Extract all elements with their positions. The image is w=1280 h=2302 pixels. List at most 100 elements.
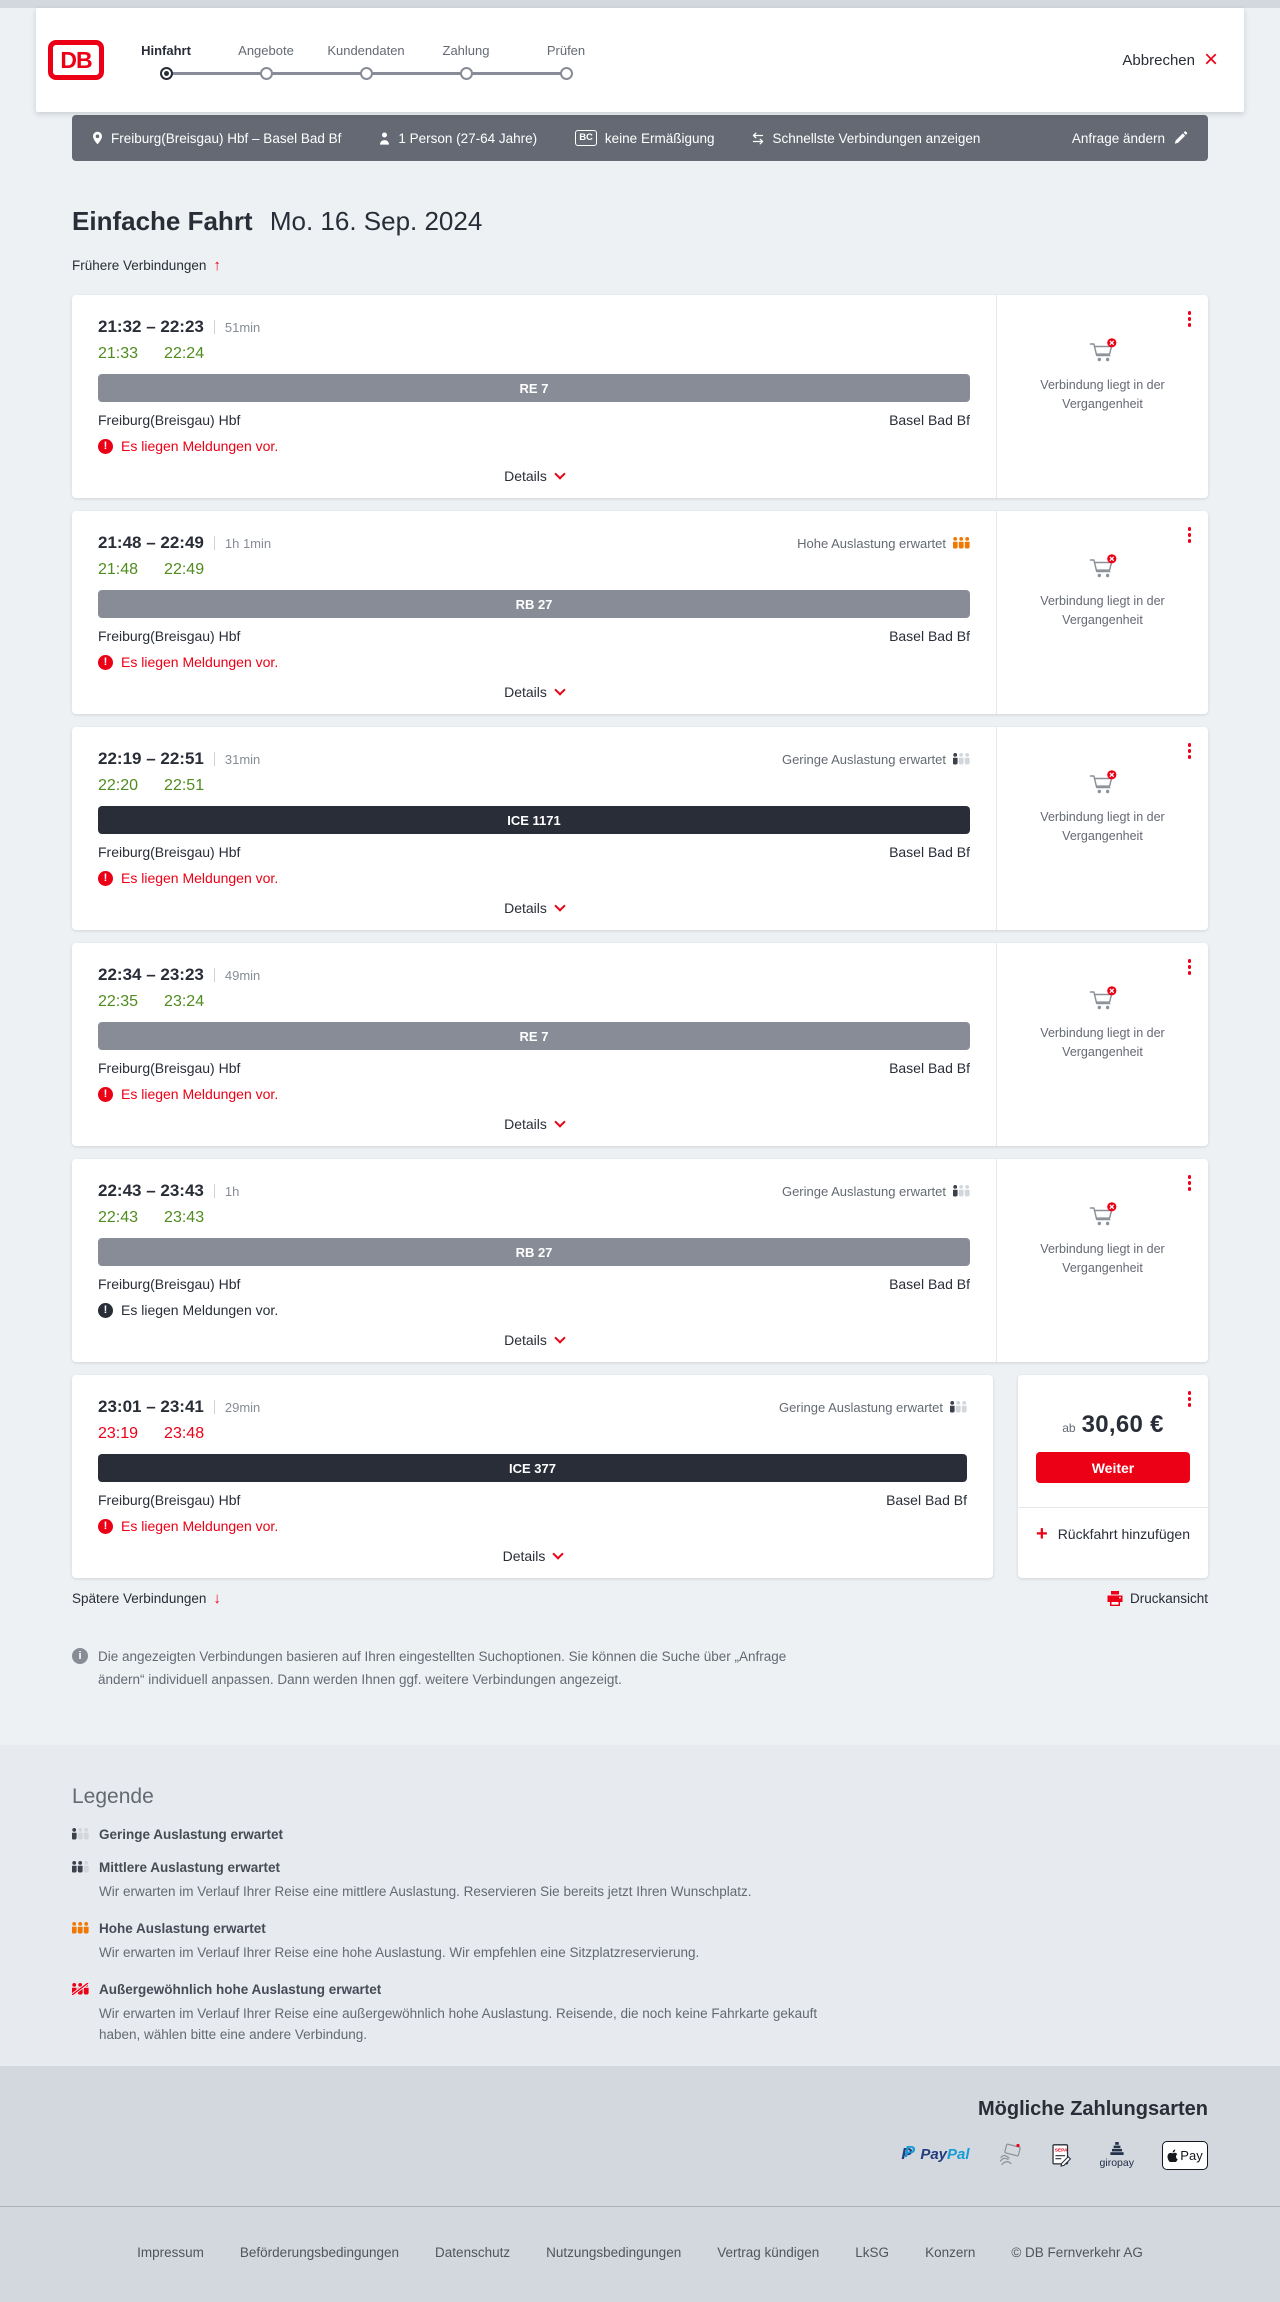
connection-duration: 29min	[224, 1400, 261, 1415]
past-connection-note: Verbindung liegt in der Vergangenheit	[1040, 594, 1165, 627]
sepa-direct-debit-icon: SEPA	[1051, 2143, 1071, 2167]
connection-menu-button[interactable]	[1184, 1171, 1196, 1195]
connection-menu-button[interactable]	[1184, 523, 1196, 547]
footer-link-lksg[interactable]: LkSG	[855, 2244, 890, 2260]
connection-details: 22:43 – 23:43 1h Geringe Auslastung erwa…	[72, 1159, 996, 1362]
credit-card-icon	[999, 2143, 1021, 2166]
details-toggle[interactable]: Details	[504, 1332, 566, 1348]
connection-card-bookable: 23:01 – 23:41 29min Geringe Auslastung e…	[72, 1375, 1208, 1578]
info-note: i Die angezeigten Verbindungen basieren …	[72, 1646, 1208, 1692]
step-label: Hinfahrt	[141, 42, 191, 58]
connection-duration: 31min	[224, 752, 261, 767]
details-toggle[interactable]: Details	[503, 1548, 565, 1564]
footer-link-impressum[interactable]: Impressum	[137, 2244, 204, 2260]
chevron-down-icon	[554, 468, 566, 480]
legend-item-label: Geringe Auslastung erwartet	[99, 1826, 284, 1842]
connection-duration: 1h	[224, 1184, 240, 1199]
realtime-departure: 21:48	[98, 561, 139, 578]
details-label: Details	[504, 1116, 547, 1132]
travel-date: Mo. 16. Sep. 2024	[269, 206, 483, 236]
alert-icon: !	[98, 1086, 113, 1102]
destination-station: Basel Bad Bf	[889, 628, 970, 644]
step-hinfahrt: Hinfahrt	[116, 43, 216, 80]
occupancy-low-icon	[72, 1828, 89, 1840]
cart-unavailable-icon	[1089, 553, 1117, 578]
connection-menu-button[interactable]	[1184, 307, 1196, 331]
details-toggle[interactable]: Details	[504, 468, 566, 484]
connection-duration: 51min	[224, 320, 261, 335]
connection-message: ! Es liegen Meldungen vor.	[98, 1518, 967, 1534]
discount-summary-label: keine Ermäßigung	[604, 130, 715, 146]
realtime-arrival: 22:51	[164, 777, 205, 794]
alert-icon: !	[98, 870, 113, 886]
location-pin-icon	[93, 131, 102, 145]
cart-unavailable-icon	[1089, 985, 1117, 1010]
earlier-connections-button[interactable]: Frühere Verbindungen ↑	[72, 258, 221, 273]
arrow-down-icon: ↓	[213, 1590, 221, 1607]
details-toggle[interactable]: Details	[504, 684, 566, 700]
legend-item: Geringe Auslastung erwartet	[72, 1827, 1208, 1842]
footer-link-nutzungsbedingungen[interactable]: Nutzungsbedingungen	[546, 2244, 682, 2260]
apple-icon	[1167, 2149, 1178, 2163]
occupancy-indicator: Hohe Auslastung erwartet	[797, 536, 970, 551]
connection-menu-button[interactable]	[1184, 955, 1196, 979]
connection-card: 22:34 – 23:23 49min 22:35 23:24 RE 7 Fre…	[72, 943, 1208, 1146]
step-dot-icon	[359, 66, 373, 80]
connection-menu-button[interactable]	[1184, 1387, 1196, 1411]
step-dot-icon	[559, 66, 573, 80]
connection-times: 22:43 – 23:43	[98, 1181, 204, 1200]
separator	[213, 1400, 215, 1414]
occupancy-label: Geringe Auslastung erwartet	[781, 1183, 946, 1199]
realtime-row: 22:43 23:43	[98, 1209, 970, 1227]
destination-station: Basel Bad Bf	[886, 1492, 967, 1508]
page-footer: Impressum Beförderungsbedingungen Datens…	[0, 2205, 1280, 2302]
change-request-button[interactable]: Anfrage ändern	[1072, 131, 1188, 146]
connection-details: 22:34 – 23:23 49min 22:35 23:24 RE 7 Fre…	[72, 943, 996, 1146]
paypal-mark-icon: P P	[901, 2144, 915, 2164]
footer-link-vertrag-kuendigen[interactable]: Vertrag kündigen	[717, 2244, 820, 2260]
search-summary-bar: Freiburg(Breisgau) Hbf – Basel Bad Bf 1 …	[72, 115, 1208, 161]
price-value: 30,60 €	[1081, 1411, 1164, 1438]
connection-message-label: Es liegen Meldungen vor.	[121, 1086, 279, 1102]
earlier-connections-label: Frühere Verbindungen	[72, 258, 207, 273]
past-connection-note: Verbindung liegt in der Vergangenheit	[1040, 810, 1165, 843]
connection-message-label: Es liegen Meldungen vor.	[121, 1302, 279, 1318]
realtime-departure: 22:20	[98, 777, 139, 794]
connection-message: ! Es liegen Meldungen vor.	[98, 438, 970, 454]
later-connections-button[interactable]: Spätere Verbindungen ↓	[72, 1591, 221, 1606]
add-return-journey-button[interactable]: + Rückfahrt hinzufügen	[1036, 1524, 1190, 1544]
connection-details: 21:48 – 22:49 1h 1min Hohe Auslastung er…	[72, 511, 996, 714]
time-row: 22:19 – 22:51 31min Geringe Auslastung e…	[98, 749, 970, 769]
cancel-button[interactable]: Abbrechen ×	[1122, 48, 1218, 72]
footer-link-befoerderungsbedingungen[interactable]: Beförderungsbedingungen	[239, 2244, 400, 2260]
past-connection-note: Verbindung liegt in der Vergangenheit	[1040, 1026, 1165, 1059]
realtime-arrival: 22:24	[164, 345, 205, 362]
print-view-button[interactable]: Druckansicht	[1107, 1591, 1208, 1606]
chevron-down-icon	[554, 1332, 566, 1344]
details-toggle[interactable]: Details	[504, 900, 566, 916]
apple-pay-badge: Pay	[1162, 2140, 1208, 2170]
footer-link-datenschutz[interactable]: Datenschutz	[435, 2244, 511, 2260]
paypal-logo: P P PayPal	[901, 2144, 969, 2165]
footer-link-konzern[interactable]: Konzern	[925, 2244, 976, 2260]
close-icon: ×	[1203, 46, 1218, 73]
connection-card: 22:43 – 23:43 1h Geringe Auslastung erwa…	[72, 1159, 1208, 1362]
connection-list: 21:32 – 22:23 51min 21:33 22:24 RE 7 Fre…	[72, 295, 1208, 1578]
separator	[213, 968, 215, 982]
realtime-row: 22:35 23:24	[98, 993, 970, 1011]
stations-row: Freiburg(Breisgau) Hbf Basel Bad Bf	[98, 844, 970, 860]
main-content: Einfache Fahrt Mo. 16. Sep. 2024 Frühere…	[72, 205, 1208, 1692]
price-row: ab 30,60 €	[1062, 1411, 1164, 1439]
connection-card: 22:19 – 22:51 31min Geringe Auslastung e…	[72, 727, 1208, 930]
arrow-up-icon: ↑	[213, 257, 221, 274]
train-name: RE 7	[519, 1028, 549, 1044]
connection-menu-button[interactable]	[1184, 739, 1196, 763]
details-toggle[interactable]: Details	[504, 1116, 566, 1132]
past-connection-note: Verbindung liegt in der Vergangenheit	[1040, 1242, 1165, 1275]
printer-icon	[1107, 1591, 1123, 1606]
step-label: Angebote	[238, 42, 294, 58]
train-label-bar: ICE 377	[98, 1454, 967, 1482]
legend-item: Hohe Auslastung erwartet	[72, 1921, 1208, 1936]
train-name: ICE 377	[509, 1460, 556, 1476]
continue-button[interactable]: Weiter	[1036, 1452, 1190, 1483]
